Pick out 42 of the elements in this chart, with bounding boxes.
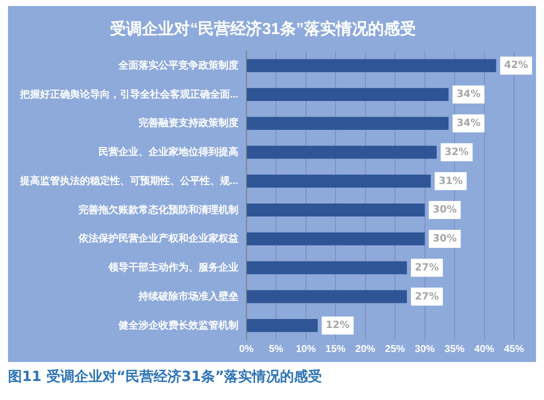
x-tick-label: 20% — [355, 344, 376, 355]
x-tick-label: 15% — [326, 344, 346, 355]
bar — [246, 59, 496, 72]
data-label: 27% — [414, 262, 439, 274]
bar — [246, 232, 425, 246]
x-tick-label: 30% — [414, 344, 435, 355]
x-tick-label: 0% — [239, 344, 254, 355]
y-tick-label: 把握好正确舆论导向，引导全社会客观正确全面... — [18, 88, 239, 100]
bar — [246, 319, 318, 332]
bar — [246, 261, 407, 274]
y-tick-label: 完善融资支持政策制度 — [138, 117, 238, 130]
x-tick-label: 45% — [504, 344, 524, 355]
y-tick-label: 依法保护民营企业产权和企业家权益 — [77, 232, 238, 245]
chart-title: 受调企业对“民营经济31条”落实情况的感受 — [109, 20, 416, 38]
bar — [246, 204, 425, 217]
data-label: 42% — [504, 60, 528, 72]
y-tick-label: 健全涉企收费长效监管机制 — [117, 319, 238, 332]
data-label: 30% — [432, 234, 457, 245]
bar — [246, 88, 449, 102]
y-tick-label: 提高监管执法的稳定性、可预期性、公平性、规... — [18, 174, 239, 187]
data-label: 31% — [438, 176, 463, 187]
bar — [246, 290, 407, 304]
x-tick-label: 10% — [296, 344, 316, 355]
x-tick-label: 35% — [444, 344, 465, 355]
bar — [246, 174, 431, 188]
data-label: 34% — [456, 89, 481, 100]
data-label: 27% — [414, 291, 439, 302]
y-tick-label: 领导干部主动作为、服务企业 — [107, 262, 238, 274]
data-label: 34% — [456, 118, 481, 129]
x-tick-label: 40% — [474, 344, 494, 355]
y-tick-label: 民营企业、企业家地位得到提高 — [98, 146, 238, 158]
y-tick-label: 完善拖欠账款常态化预防和清理机制 — [78, 204, 238, 216]
y-tick-label: 全面落实公平竞争政策制度 — [117, 59, 238, 72]
data-label: 32% — [444, 146, 469, 158]
x-tick-label: 25% — [385, 344, 406, 355]
y-tick-label: 持续破除市场准入壁垒 — [137, 290, 238, 302]
data-label: 12% — [326, 320, 350, 332]
bar — [246, 116, 449, 130]
bar — [246, 146, 437, 159]
caption: 图11 受调企业对“民营经济31条”落实情况的感受 — [8, 368, 322, 386]
x-tick-label: 5% — [268, 344, 284, 355]
data-label: 30% — [432, 204, 457, 216]
